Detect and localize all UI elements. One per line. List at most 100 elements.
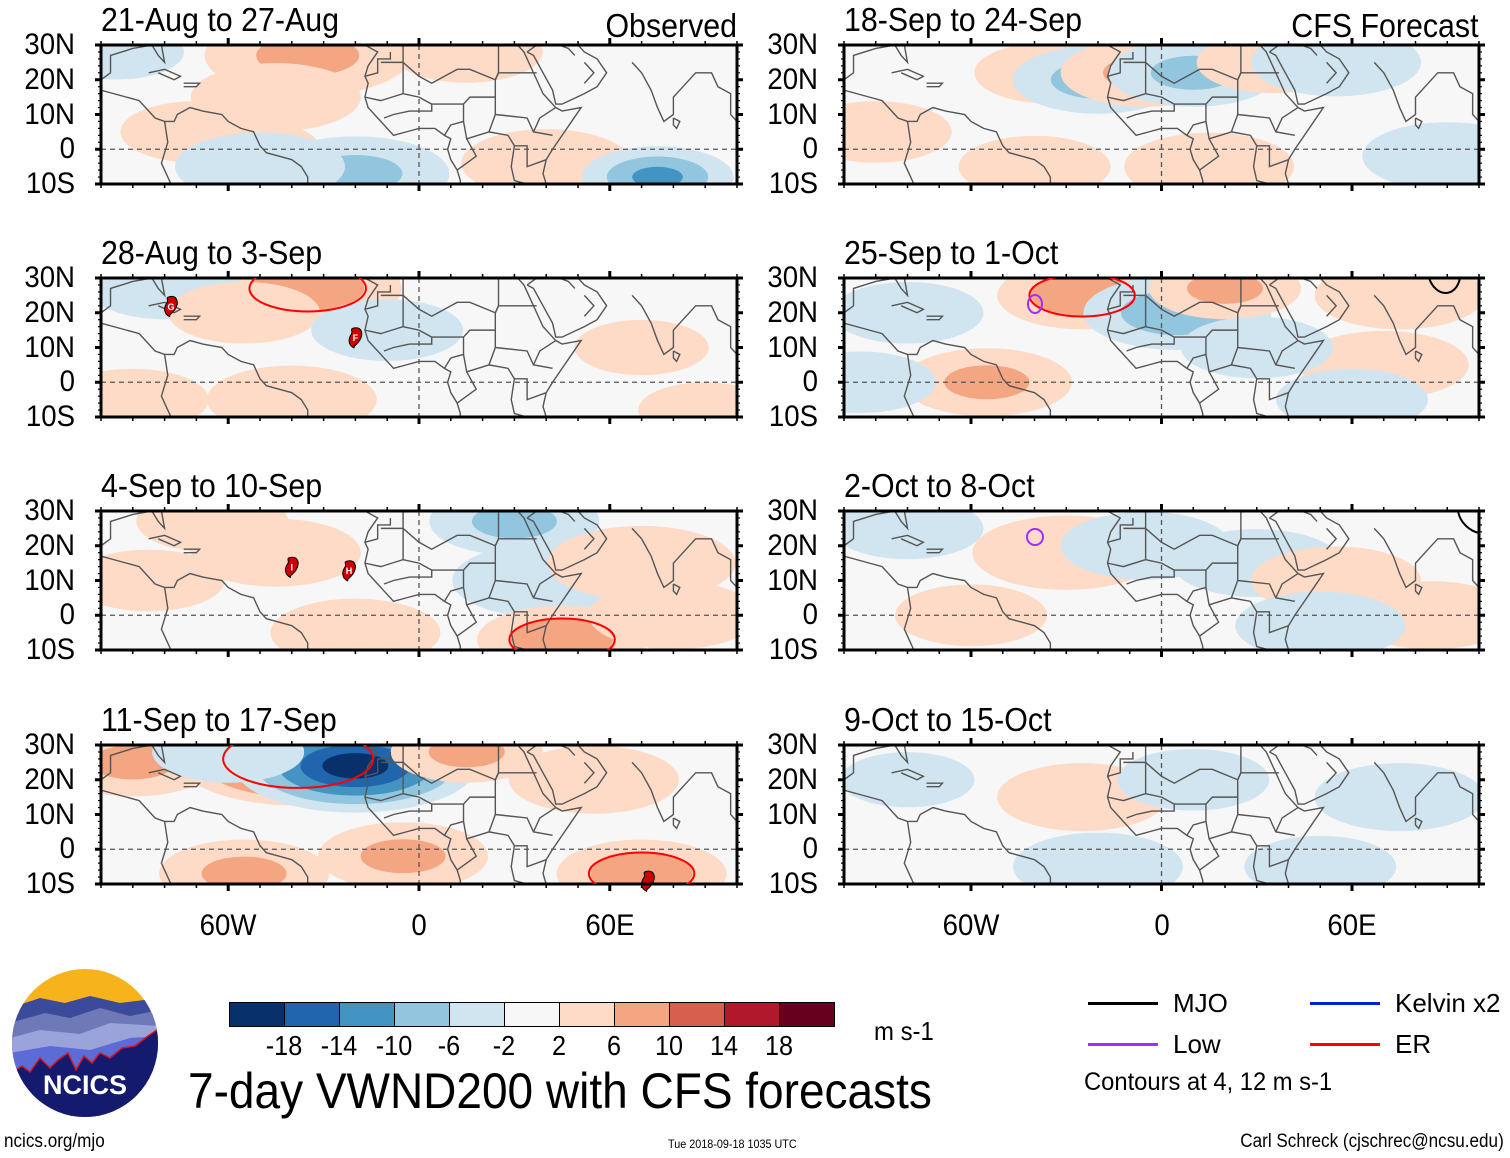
legend-item-mjo: MJO: [1088, 988, 1228, 1019]
y-tick-label: 0: [802, 832, 818, 866]
coastline: [1259, 745, 1325, 884]
y-tick-label: 10N: [24, 330, 75, 364]
coastline: [517, 45, 583, 184]
footer-url[interactable]: ncics.org/mjo: [4, 1131, 105, 1152]
y-tick-label: 10N: [767, 797, 818, 831]
colorbar-tick-label: -2: [492, 1030, 516, 1061]
y-tick-label: 30N: [767, 728, 818, 761]
coastline: [1237, 813, 1295, 837]
coastline: [1237, 538, 1279, 564]
y-tick-label: 10S: [768, 400, 818, 433]
negative-anomaly: [1244, 835, 1397, 884]
coastline: [488, 364, 547, 401]
y-tick-label: 10S: [768, 633, 818, 666]
y-tick-label: 10N: [767, 97, 818, 131]
coastline: [526, 511, 608, 571]
coastline: [926, 82, 945, 88]
map-panel: GF: [95, 271, 743, 424]
coastline: [494, 72, 537, 98]
er-contour: [248, 278, 367, 313]
coastline: [1275, 106, 1299, 133]
positive-anomaly: [168, 281, 321, 344]
map-panel: [95, 38, 743, 191]
negative-anomaly: [1013, 832, 1183, 884]
coastline: [1126, 792, 1175, 819]
coastline: [160, 121, 172, 184]
negative-anomaly: [1117, 748, 1270, 811]
coastline: [510, 145, 528, 184]
coastline: [1414, 117, 1423, 130]
footer-author: Carl Schreck (cjschrec@ncsu.edu): [1240, 1131, 1504, 1152]
coastline: [526, 745, 608, 805]
positive-anomaly: [190, 518, 361, 587]
logo-text: NCICS: [43, 1070, 127, 1100]
coastline: [672, 117, 681, 130]
y-tick-label: 10N: [24, 97, 75, 131]
colorbar-swatch: [230, 1003, 285, 1026]
coastline: [1237, 113, 1295, 137]
coastline: [844, 322, 1052, 417]
coastline: [926, 315, 945, 321]
negative-anomaly: [175, 132, 345, 184]
coastline: [672, 817, 681, 830]
panel-title: 21-Aug to 27-Aug: [101, 1, 339, 38]
map-panel: [838, 38, 1485, 191]
positive-anomaly: [844, 101, 952, 163]
low-contour: [1026, 528, 1044, 546]
colorbar-tick-label: -14: [320, 1030, 358, 1061]
colorbar-swatch: [450, 1003, 505, 1026]
coastline: [844, 278, 909, 314]
coastline: [1373, 61, 1479, 123]
negative-anomaly: [632, 166, 683, 184]
negative-anomaly: [1235, 591, 1406, 650]
coastline: [583, 527, 595, 550]
negative-anomaly: [311, 299, 464, 361]
coastline: [101, 322, 309, 417]
y-tick-label: 10S: [768, 167, 818, 200]
coastline: [494, 305, 537, 331]
coastline: [364, 45, 462, 184]
coastline: [494, 538, 537, 564]
colorbar-tick-label: -6: [437, 1030, 461, 1061]
y-tick-label: 20N: [24, 528, 75, 562]
coastline: [495, 579, 553, 603]
x-tick-label: 0: [1153, 909, 1170, 942]
coastline: [1126, 325, 1175, 352]
coastline: [364, 751, 392, 777]
colorbar-tick-label: 2: [551, 1030, 567, 1061]
coastline: [1231, 597, 1289, 634]
map-panel: [95, 738, 743, 892]
coastline: [1106, 745, 1204, 884]
coastline: [526, 278, 608, 338]
coastline: [1326, 61, 1338, 84]
er-contour: [508, 617, 616, 650]
y-tick-label: 30N: [24, 728, 75, 761]
coastline: [1275, 339, 1299, 366]
legend-swatch: [1088, 1043, 1158, 1046]
coastline: [1326, 761, 1338, 784]
coastline: [364, 294, 404, 335]
y-tick-label: 0: [802, 598, 818, 632]
coastline: [494, 772, 537, 798]
coastline: [631, 61, 737, 123]
legend-label: ER: [1395, 1029, 1432, 1059]
coastline: [364, 745, 462, 884]
coastline: [532, 572, 557, 599]
coastline: [383, 92, 433, 119]
legend-item-low: Low: [1088, 1029, 1221, 1060]
coastline: [1199, 138, 1220, 171]
coastline: [1269, 745, 1350, 805]
svg-text:G: G: [167, 302, 174, 312]
coastline: [672, 350, 681, 363]
coastline: [1107, 517, 1134, 543]
negative-anomaly: [844, 281, 984, 344]
coastline: [101, 89, 309, 184]
coastline: [495, 346, 553, 370]
coastline: [1107, 51, 1134, 77]
ncics-logo: NCICS: [12, 969, 158, 1117]
y-tick-label: 20N: [24, 762, 75, 796]
coastline: [903, 821, 915, 884]
coastline: [844, 511, 909, 547]
coastline: [1199, 838, 1220, 871]
